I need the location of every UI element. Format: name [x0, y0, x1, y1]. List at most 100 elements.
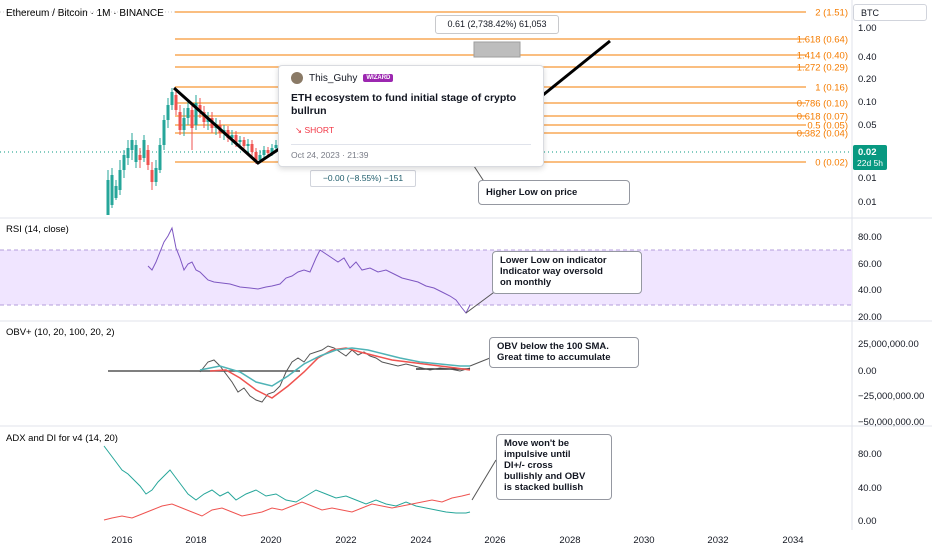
adx-tick: 80.00 — [858, 449, 882, 460]
callout-text: DI+/- cross — [504, 460, 553, 471]
candle-body — [266, 150, 270, 153]
adx-di-plus-line — [103, 445, 471, 514]
callout-higher-low[interactable]: Higher Low on price — [478, 180, 630, 205]
time-axis[interactable]: 2016 2018 2020 2022 2024 2026 2028 2030 2032 2034 — [111, 535, 803, 546]
time-tick: 2034 — [782, 535, 803, 546]
candle-body — [182, 118, 186, 130]
direction-label: ↘ SHORT — [295, 125, 334, 136]
candle-body — [126, 148, 130, 158]
idea-popup[interactable]: This_Guhy WIZARD ETH ecosystem to fund i… — [278, 65, 544, 167]
candle-body — [262, 150, 266, 155]
candle-body — [194, 103, 198, 125]
idea-title[interactable]: ETH ecosystem to fund initial stage of c… — [291, 92, 517, 117]
symbol-title: Ethereum / Bitcoin · 1M · BINANCE — [6, 8, 164, 19]
time-tick: 2032 — [707, 535, 728, 546]
candle-body — [114, 186, 118, 198]
author-name[interactable]: This_Guhy — [309, 72, 358, 84]
adx-tick: 0.00 — [858, 516, 877, 527]
price-candles — [106, 88, 278, 215]
callout-pointer — [465, 289, 498, 314]
price-tick: 0.05 — [858, 120, 877, 131]
obv-tick: 0.00 — [858, 366, 877, 377]
candle-body — [226, 130, 230, 138]
obv-tick: −25,000,000.00 — [858, 391, 924, 402]
fib-level-label: 0.618 (0.07) — [797, 112, 848, 123]
candle-body — [130, 140, 134, 150]
obv-fast-ma — [209, 347, 471, 399]
candle-body — [238, 140, 242, 142]
rsi-axis[interactable]: 80.00 60.00 40.00 20.00 — [858, 232, 882, 323]
time-tick: 2028 — [559, 535, 580, 546]
direction-text: SHORT — [304, 125, 335, 135]
divider — [291, 144, 531, 145]
callout-text: Higher Low on price — [486, 187, 578, 198]
callout-obv[interactable]: OBV below the 100 SMA. Great time to acc… — [489, 337, 639, 368]
rsi-tick: 60.00 — [858, 259, 882, 270]
idea-date: Oct 24, 2023 · 21:39 — [291, 150, 369, 160]
candle-body — [258, 155, 262, 160]
rsi-band — [0, 250, 852, 305]
obv-tick: −50,000,000.00 — [858, 417, 924, 428]
candle-body — [186, 108, 190, 118]
fib-level-label: 1.618 (0.64) — [797, 35, 848, 46]
candle-body — [202, 112, 206, 122]
currency-box[interactable]: BTC — [853, 4, 927, 21]
fib-price-label: 0.61 (2,738.42%) 61,053 — [435, 15, 559, 34]
measure-label: −0.00 (−8.55%) −151 — [310, 170, 416, 187]
price-tick: 0.40 — [858, 52, 877, 63]
candle-body — [134, 145, 138, 162]
fib-handle-box[interactable] — [473, 41, 521, 58]
fib-level-label: 1 (0.16) — [815, 83, 848, 94]
candle-body — [118, 170, 122, 190]
time-tick: 2030 — [633, 535, 654, 546]
rsi-tick: 20.00 — [858, 312, 882, 323]
adx-di-minus-line — [103, 493, 471, 521]
trend-line-up[interactable] — [542, 39, 611, 97]
callout-text: OBV below the 100 SMA. — [497, 341, 609, 352]
adx-axis[interactable]: 80.00 40.00 0.00 — [858, 449, 882, 527]
callout-adx[interactable]: Move won't be impulsive until DI+/- cros… — [496, 434, 612, 500]
candle-body — [190, 110, 194, 128]
candle-body — [110, 175, 114, 205]
adx-title: ADX and DI for v4 (14, 20) — [6, 433, 118, 444]
candle-body — [250, 144, 254, 152]
price-tick: 0.20 — [858, 74, 877, 85]
candle-body — [198, 105, 202, 112]
price-axis[interactable]: 1.00 0.40 0.20 0.10 0.05 0.01 0.01 — [858, 23, 877, 208]
obv-axis[interactable]: 25,000,000.00 0.00 −25,000,000.00 −50,00… — [858, 339, 924, 428]
price-tick: 0.10 — [858, 97, 877, 108]
fib-level-label: 0.382 (0.04) — [797, 129, 848, 140]
rsi-tick: 80.00 — [858, 232, 882, 243]
fib-level-label: 0.5 (0.05) — [807, 121, 848, 132]
candle-body — [178, 112, 182, 130]
callout-pointer — [471, 459, 497, 501]
obv-line — [199, 345, 471, 403]
candle-body — [154, 168, 158, 182]
time-tick: 2020 — [260, 535, 281, 546]
candle-body — [106, 180, 110, 215]
time-tick: 2024 — [410, 535, 431, 546]
callout-text: on monthly — [500, 277, 552, 288]
trend-line-down[interactable] — [173, 86, 286, 165]
time-tick: 2018 — [185, 535, 206, 546]
callout-text: impulsive until — [504, 449, 571, 460]
obv-sma-100 — [199, 347, 470, 387]
price-tick: 0.01 — [858, 197, 877, 208]
candle-body — [146, 150, 150, 165]
price-tag — [853, 145, 887, 170]
price-tag-countdown: 22d 5h — [857, 158, 883, 168]
rsi-tick: 40.00 — [858, 285, 882, 296]
fib-level-label: 0.786 (0.10) — [797, 99, 848, 110]
price-tag-value: 0.02 — [858, 147, 877, 158]
candle-body — [246, 144, 250, 146]
callout-text: Indicator way oversold — [500, 266, 603, 277]
fib-level-label: 1.414 (0.40) — [797, 51, 848, 62]
author-avatar[interactable] — [291, 72, 303, 84]
candle-body — [274, 145, 278, 148]
callout-text: is stacked bullish — [504, 482, 584, 493]
rsi-line — [147, 226, 471, 314]
callout-rsi[interactable]: Lower Low on indicator Indicator way ove… — [492, 251, 642, 294]
fib-level-label: 1.272 (0.29) — [797, 63, 848, 74]
time-tick: 2026 — [484, 535, 505, 546]
